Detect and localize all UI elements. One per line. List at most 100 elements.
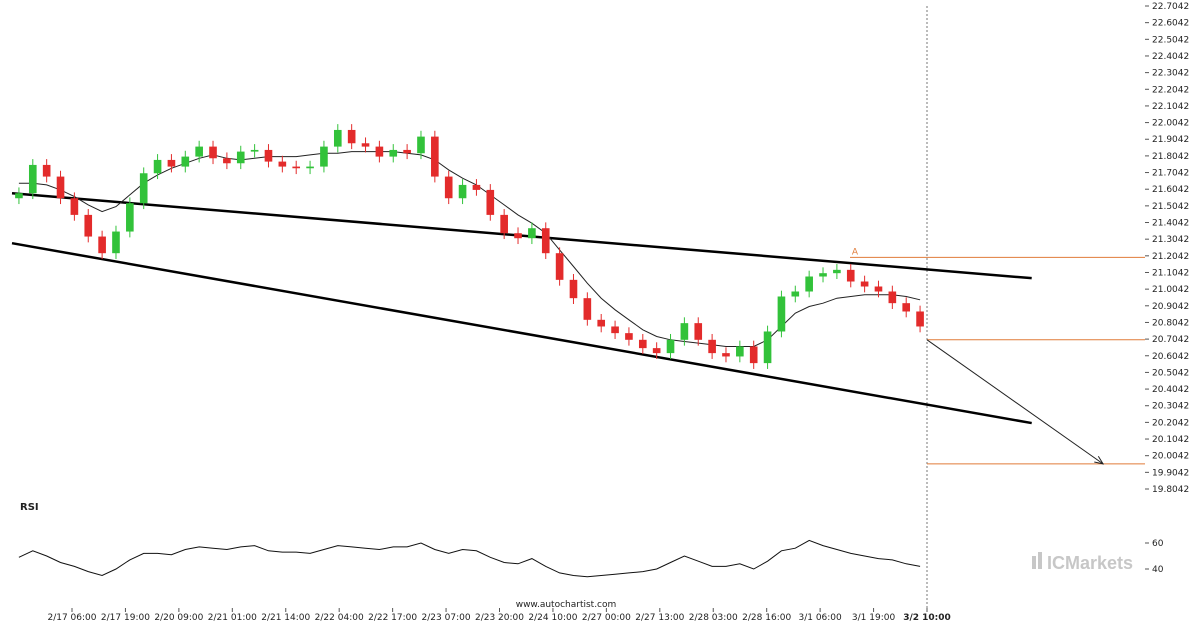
candle-body-58 xyxy=(819,273,827,277)
candle-body-38 xyxy=(541,228,550,254)
y-tick-label-28: 19.9042 xyxy=(1152,468,1189,478)
y-tick-label-15: 21.2042 xyxy=(1152,252,1189,262)
candle-body-52 xyxy=(736,346,744,357)
candle-body-48 xyxy=(680,323,689,340)
pattern-point-label: A xyxy=(852,247,859,257)
y-tick-label-26: 20.1042 xyxy=(1152,435,1189,445)
y-tick-label-22: 20.5042 xyxy=(1152,368,1189,378)
candle-body-4 xyxy=(70,198,79,215)
x-tick-label-6: 2/22 17:00 xyxy=(368,613,417,623)
candle-body-29 xyxy=(417,136,425,154)
candle-body-19 xyxy=(278,161,287,167)
candle-body-45 xyxy=(638,339,647,349)
candle-body-26 xyxy=(375,146,384,157)
candle-body-37 xyxy=(528,228,536,239)
rsi-panel-title: RSI xyxy=(20,502,39,513)
candle-body-23 xyxy=(333,129,342,147)
x-tick-label-15: 3/1 19:00 xyxy=(852,613,896,623)
candle-body-40 xyxy=(569,279,578,299)
candle-body-62 xyxy=(874,286,883,292)
y-tick-label-19: 20.8042 xyxy=(1152,318,1189,328)
rsi-tick-label-1: 40 xyxy=(1152,565,1164,575)
x-tick-label-9: 2/24 10:00 xyxy=(528,613,577,623)
candlesticks xyxy=(15,124,924,369)
channel-lower-line xyxy=(11,241,1032,425)
candle-body-65 xyxy=(916,311,924,327)
candle-body-13 xyxy=(195,146,203,157)
x-tick-label-5: 2/22 04:00 xyxy=(315,613,364,623)
candle-body-41 xyxy=(583,298,592,320)
candle-body-12 xyxy=(181,156,190,167)
candle-body-27 xyxy=(389,149,398,157)
brand-logo-icon-bar xyxy=(1038,552,1042,569)
candle-body-22 xyxy=(320,146,328,167)
candle-body-39 xyxy=(555,253,564,280)
candle-body-47 xyxy=(666,339,675,354)
y-tick-label-4: 22.3042 xyxy=(1152,69,1189,79)
candle-body-30 xyxy=(431,136,439,177)
candle-body-7 xyxy=(112,231,120,254)
brand-logo-icon xyxy=(1032,556,1036,569)
y-tick-label-18: 20.9042 xyxy=(1152,302,1189,312)
y-tick-label-16: 21.1042 xyxy=(1152,268,1189,278)
y-tick-label-2: 22.5042 xyxy=(1152,35,1189,45)
y-tick-label-0: 22.7042 xyxy=(1152,2,1189,12)
candle-body-20 xyxy=(292,166,301,169)
candle-body-18 xyxy=(264,149,273,162)
candle-body-2 xyxy=(42,164,51,177)
candle-body-24 xyxy=(347,129,356,144)
candle-body-5 xyxy=(84,214,93,237)
candle-body-49 xyxy=(694,323,703,340)
candle-body-16 xyxy=(236,151,245,164)
candle-body-25 xyxy=(361,143,370,147)
y-tick-label-7: 22.0042 xyxy=(1152,119,1189,129)
candle-body-55 xyxy=(777,296,786,332)
candle-body-46 xyxy=(652,348,661,354)
y-tick-label-11: 21.6042 xyxy=(1152,185,1189,195)
y-tick-label-8: 21.9042 xyxy=(1152,135,1189,145)
candle-body-42 xyxy=(597,319,606,327)
candle-body-44 xyxy=(625,333,633,340)
y-tick-label-20: 20.7042 xyxy=(1152,335,1189,345)
candle-body-17 xyxy=(250,149,259,152)
brand-logo-text: ICMarkets xyxy=(1047,553,1133,573)
candle-body-59 xyxy=(833,269,841,274)
x-tick-label-13: 2/28 16:00 xyxy=(742,613,791,623)
x-tick-label-8: 2/23 20:00 xyxy=(475,613,524,623)
candle-body-36 xyxy=(514,233,522,239)
candle-body-61 xyxy=(860,281,869,287)
candle-body-3 xyxy=(56,176,65,199)
y-tick-label-17: 21.0042 xyxy=(1152,285,1189,295)
candle-body-35 xyxy=(500,214,508,234)
y-axis-ticks: 22.7042 22.6042 22.5042 22.4042 22.3042 22.20… xyxy=(1145,2,1189,495)
x-tick-label-12: 2/28 03:00 xyxy=(689,613,738,623)
y-tick-label-14: 21.3042 xyxy=(1152,235,1189,245)
candle-body-14 xyxy=(209,146,217,159)
x-tick-label-3: 2/21 01:00 xyxy=(208,613,257,623)
x-tick-label-2: 2/20 09:00 xyxy=(154,613,203,623)
level-lines xyxy=(850,256,1145,465)
x-tick-label-14: 3/1 06:00 xyxy=(798,613,842,623)
y-tick-label-13: 21.4042 xyxy=(1152,219,1189,229)
y-tick-label-1: 22.6042 xyxy=(1152,19,1189,29)
brand-logo: ICMarkets xyxy=(1032,552,1133,573)
candle-body-28 xyxy=(403,149,411,154)
x-tick-label-1: 2/17 19:00 xyxy=(101,613,150,623)
y-tick-label-23: 20.4042 xyxy=(1152,385,1189,395)
candle-body-8 xyxy=(126,203,134,232)
rsi-tick-label-0: 60 xyxy=(1152,539,1164,549)
x-tick-label-0: 2/17 06:00 xyxy=(47,613,96,623)
y-tick-label-5: 22.2042 xyxy=(1152,85,1189,95)
y-tick-label-24: 20.3042 xyxy=(1152,402,1189,412)
candle-body-6 xyxy=(98,236,106,254)
candle-body-51 xyxy=(722,353,730,357)
y-tick-label-10: 21.7042 xyxy=(1152,169,1189,179)
channel-upper-line xyxy=(11,191,1032,280)
x-axis-ticks: 2/17 06:00 2/17 19:00 2/20 09:00 2/21 01:00… xyxy=(47,608,951,623)
y-tick-label-27: 20.0042 xyxy=(1152,452,1189,462)
candle-body-43 xyxy=(611,326,619,334)
x-tick-label-7: 2/23 07:00 xyxy=(422,613,471,623)
candle-body-53 xyxy=(749,346,758,364)
y-tick-label-25: 20.2042 xyxy=(1152,418,1189,428)
candle-body-50 xyxy=(708,339,716,354)
